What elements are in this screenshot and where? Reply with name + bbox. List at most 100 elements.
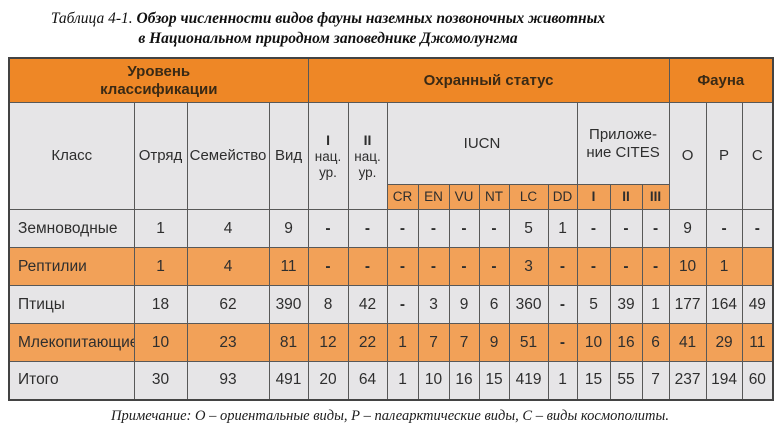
cell: 49 [741,285,774,325]
cell: 5 [508,209,549,249]
header-col-iucn-en: EN [417,184,450,211]
cell: 4 [186,247,270,287]
cell: 20 [307,361,349,401]
cell: 16 [609,323,643,363]
cell: 39 [609,285,643,325]
row-reptiles: Рептилии 1 4 11 - - - - - - 3 - - - - 10… [8,247,774,287]
cell: - [547,285,578,325]
row-label: Птицы [8,285,135,325]
cell: 11 [741,323,774,363]
cell: 1 [547,361,578,401]
header-group-fauna: Фауна [668,57,774,104]
header-col-family: Семейство [186,102,270,211]
cell: 42 [347,285,388,325]
cell: 4 [186,209,270,249]
cell: - [347,247,388,287]
cell: 6 [641,323,670,363]
cell: 1 [133,247,188,287]
level-label: нац. ур. [354,148,381,180]
cell: 1 [386,361,419,401]
cell: - [478,247,510,287]
cell: - [478,209,510,249]
cell: - [417,247,450,287]
header-group-row: Уровень классификации Охранный статус Фа… [8,57,774,104]
cell: 30 [133,361,188,401]
cell: 10 [668,247,707,287]
cell: 7 [448,323,480,363]
cell: - [576,209,611,249]
level-numeral: II [363,131,372,148]
cell: 9 [478,323,510,363]
cell: 491 [268,361,309,401]
header-group-classification: Уровень классификации [8,57,309,104]
cell: 177 [668,285,707,325]
cell: 9 [448,285,480,325]
row-amphibians: Земноводные 1 4 9 - - - - - - 5 1 - - - … [8,209,774,249]
header-group-iucn: IUCN [386,102,578,186]
cell: - [307,209,349,249]
cell: - [386,247,419,287]
cell: 29 [705,323,743,363]
cell: 7 [641,361,670,401]
header-col-iucn-vu: VU [448,184,480,211]
cell: 237 [668,361,707,401]
header-col-cosmopolitan: С [741,102,774,211]
cell: 51 [508,323,549,363]
cell: - [576,247,611,287]
cell: 1 [133,209,188,249]
cell: - [609,209,643,249]
table-number: Таблица 4-1. [50,10,133,27]
table-title: Таблица 4-1. Обзор численности видов фау… [4,9,652,50]
row-birds: Птицы 18 62 390 8 42 - 3 9 6 360 - 5 39 … [8,285,774,325]
cell: - [641,247,670,287]
cell: 93 [186,361,270,401]
cell: 360 [508,285,549,325]
header-col-iucn-lc: LC [508,184,549,211]
cell: - [547,247,578,287]
cell: 18 [133,285,188,325]
cell: 1 [547,209,578,249]
header-col-cites-1: I [576,184,611,211]
cell: 10 [417,361,450,401]
cell: 390 [268,285,309,325]
header-subcolumn-row: CR EN VU NT LC DD I II III [9,184,773,211]
cell: 7 [417,323,450,363]
cell [741,247,774,287]
table-title-line2: в Национальном природном заповеднике Джо… [138,30,518,48]
row-label: Млекопитающие [8,323,135,363]
cell: 3 [508,247,549,287]
cell: 22 [347,323,388,363]
header-col-species: Вид [268,102,309,211]
cell: 194 [705,361,743,401]
row-total: Итого 30 93 491 20 64 1 10 16 15 419 1 1… [8,361,774,401]
cell: 55 [609,361,643,401]
row-label: Итого [8,361,135,401]
cell: - [307,247,349,287]
cell: - [386,285,419,325]
cell: 5 [576,285,611,325]
header-col-order: Отряд [133,102,188,211]
cell: 15 [576,361,611,401]
cell: 6 [478,285,510,325]
cell: 11 [268,247,309,287]
footnote: Примечание: О – ориентальные виды, Р – п… [111,407,669,424]
table-title-text: Обзор численности видов фауны наземных п… [136,10,606,27]
header-col-iucn-dd: DD [547,184,578,211]
cell: 1 [705,247,743,287]
cell: 41 [668,323,707,363]
level-label: нац. ур. [314,148,342,180]
header-col-palearctic: Р [705,102,743,211]
row-label: Рептилии [8,247,135,287]
header-group-status: Охранный статус [307,57,670,104]
level-numeral: I [326,131,330,148]
cell: 81 [268,323,309,363]
document-page: Таблица 4-1. Обзор численности видов фау… [0,9,780,445]
cell: 9 [268,209,309,249]
cell: 10 [576,323,611,363]
cell: 1 [386,323,419,363]
cell: 1 [641,285,670,325]
cell: 164 [705,285,743,325]
header-col-cites-3: III [641,184,670,211]
